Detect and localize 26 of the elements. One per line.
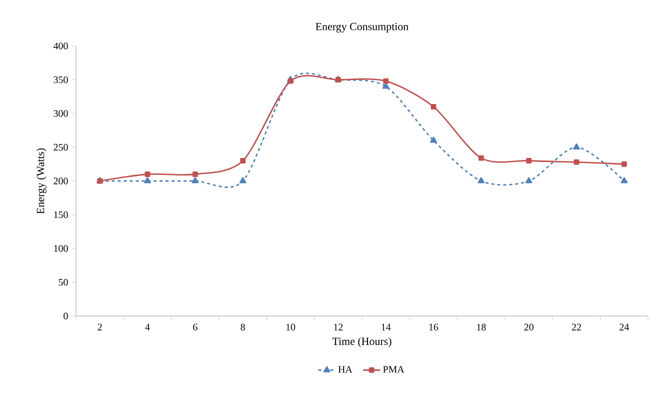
- chart-title: Energy Consumption: [316, 22, 408, 33]
- x-tick-label: 16: [429, 324, 438, 330]
- x-tick-label: 20: [524, 324, 534, 330]
- x-tick-label: 12: [334, 324, 343, 330]
- x-axis-title: Time (Hours): [332, 337, 392, 348]
- y-tick-label: 50: [58, 278, 68, 286]
- x-tick-label: 10: [286, 324, 296, 330]
- x-tick-label: 8: [240, 324, 245, 330]
- x-tick-label: 18: [477, 324, 486, 330]
- y-tick-label: 250: [54, 144, 68, 151]
- y-axis-title: Energy (Watts): [36, 148, 46, 214]
- y-tick-label: 300: [54, 110, 68, 117]
- x-tick-label: 6: [193, 324, 198, 330]
- y-tick-label: 400: [53, 42, 68, 50]
- legend-label: PMA: [383, 366, 404, 373]
- y-tick-label: 200: [54, 178, 68, 184]
- legend-label: HA: [338, 366, 352, 373]
- x-tick-label: 14: [382, 324, 391, 330]
- x-tick-label: 2: [98, 324, 102, 330]
- y-tick-label: 100: [54, 245, 68, 252]
- x-tick-label: 4: [145, 324, 150, 330]
- x-tick-label: 24: [620, 324, 629, 330]
- x-tick-label: 22: [572, 324, 581, 330]
- y-tick-label: 150: [54, 211, 68, 218]
- y-tick-label: 0: [64, 312, 68, 320]
- y-tick-label: 350: [54, 76, 68, 84]
